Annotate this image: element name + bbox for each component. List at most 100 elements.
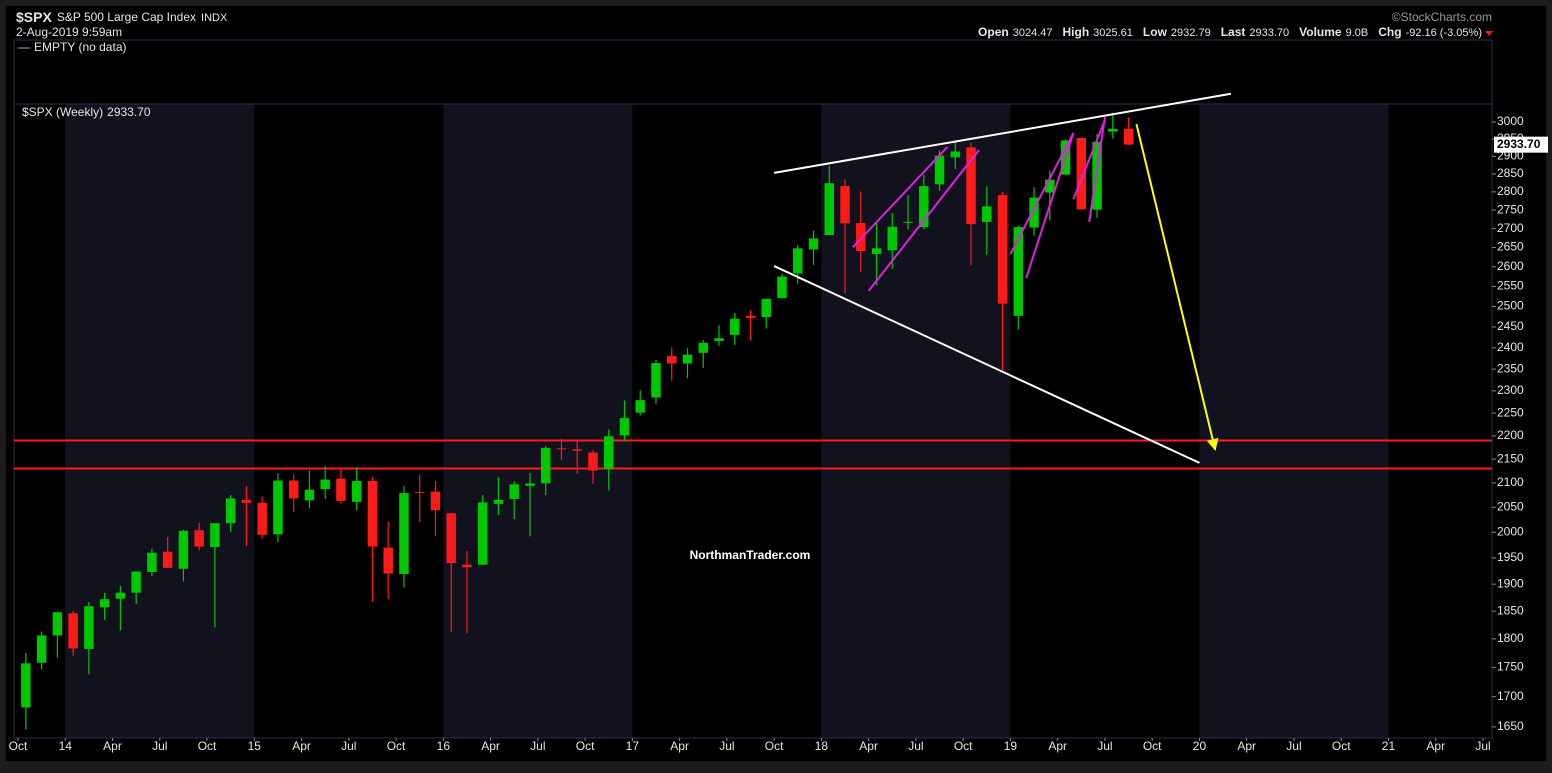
- candle-body: [824, 183, 834, 236]
- candle-body: [351, 480, 362, 502]
- x-tick-label: 16: [437, 739, 451, 753]
- x-tick-label: Oct: [387, 739, 406, 753]
- plot: 1650 1700 1750 1800 1850 1900 1950 2000 2050 2100…: [9, 92, 1548, 753]
- candle-body: [871, 248, 882, 255]
- series-last: 2933.70: [107, 105, 151, 119]
- y-tick-label: 1800: [1497, 631, 1524, 645]
- candle-body: [399, 493, 409, 575]
- x-tick-label: Jul: [341, 739, 356, 753]
- candle-body: [99, 599, 110, 608]
- candle-body: [1108, 128, 1118, 132]
- x-tick-label: Apr: [1048, 739, 1067, 753]
- x-tick-label: 18: [815, 739, 829, 753]
- y-tick-label: 2050: [1497, 499, 1524, 513]
- quote-value: 2932.79: [1171, 27, 1211, 39]
- quote-label: Chg: [1378, 25, 1401, 39]
- candle-body: [1076, 138, 1087, 210]
- y-tick-label: 2750: [1497, 202, 1524, 216]
- candle-body: [21, 663, 31, 708]
- candle-body: [793, 248, 803, 274]
- candle-body: [178, 530, 189, 569]
- y-tick-label: 2200: [1497, 428, 1524, 442]
- symbol: $SPX: [16, 9, 52, 25]
- candle-body: [477, 502, 488, 565]
- candle-body: [950, 151, 961, 158]
- year-shade: [65, 104, 255, 738]
- candle-body: [840, 186, 850, 224]
- y-tick-label: 2000: [1497, 524, 1524, 538]
- trendline: [1072, 119, 1106, 200]
- quote-value: 3025.61: [1093, 27, 1133, 39]
- quote-label: Volume: [1299, 25, 1342, 39]
- x-tick-label: Apr: [1426, 739, 1445, 753]
- x-tick-label: Oct: [1143, 739, 1162, 753]
- candle-body: [383, 547, 393, 574]
- x-tick-label: Apr: [1237, 739, 1256, 753]
- candle-body: [225, 498, 236, 524]
- candle-body: [966, 147, 976, 225]
- y-tick-label: 1900: [1497, 576, 1524, 590]
- candle-body: [1045, 179, 1055, 193]
- source: ©StockCharts.com: [1392, 10, 1492, 24]
- candle-body: [52, 612, 63, 636]
- candle-body: [604, 436, 614, 470]
- x-tick-label: Apr: [103, 739, 122, 753]
- y-tick-label: 2500: [1497, 299, 1524, 313]
- y-tick-label: 2250: [1497, 405, 1524, 419]
- y-tick-label: 1700: [1497, 689, 1524, 703]
- down-triangle: [1485, 31, 1493, 36]
- y-tick-label: 2850: [1497, 166, 1524, 180]
- candle-body: [982, 206, 992, 222]
- y-tick-label: 2650: [1497, 240, 1524, 254]
- x-tick-label: 14: [59, 739, 73, 753]
- candle-body: [36, 635, 47, 663]
- x-tick-label: Jul: [908, 739, 923, 753]
- candle-body: [745, 315, 756, 318]
- candle-body: [84, 606, 94, 650]
- x-tick-label: Jul: [1097, 739, 1112, 753]
- trendline: [1088, 116, 1106, 223]
- year-shade: [1199, 104, 1389, 738]
- arrow: [1135, 123, 1219, 451]
- candle-body: [367, 480, 378, 547]
- quote-label: High: [1062, 25, 1089, 39]
- candle-body: [115, 592, 126, 599]
- y-tick-label: 2800: [1497, 184, 1524, 198]
- candle-body: [446, 513, 456, 564]
- candle-body: [887, 226, 897, 251]
- price-tag: [1494, 136, 1548, 153]
- candle-body: [131, 571, 141, 593]
- x-tick-label: Apr: [859, 739, 878, 753]
- candle-body: [430, 491, 441, 511]
- price-tag-label: 2933.70: [1497, 137, 1541, 151]
- x-tick-label: Jul: [1286, 739, 1301, 753]
- quote-label: Low: [1143, 25, 1168, 39]
- x-tick-label: Jul: [530, 739, 545, 753]
- quote-label: Last: [1221, 25, 1246, 39]
- candle-body: [588, 452, 598, 471]
- candle-body: [273, 480, 283, 535]
- candle-body: [462, 564, 472, 568]
- y-tick-label: 2400: [1497, 340, 1524, 354]
- x-tick-label: Apr: [292, 739, 311, 753]
- x-tick-label: Jul: [1475, 739, 1490, 753]
- candle-body: [1029, 197, 1039, 228]
- quote-value: 9.0B: [1346, 27, 1369, 39]
- x-tick-label: Oct: [765, 739, 784, 753]
- quote-label: Open: [978, 25, 1009, 39]
- candle-body: [682, 354, 693, 364]
- y-tick-label: 2150: [1497, 451, 1524, 465]
- trendline: [773, 92, 1232, 174]
- candle-body: [257, 502, 267, 535]
- year-shade: [821, 104, 1011, 738]
- candle-body: [68, 613, 78, 649]
- quote-value: -92.16 (-3.05%): [1406, 27, 1482, 39]
- x-tick-label: 21: [1382, 739, 1396, 753]
- quote-line: Open 3024.47 High 3025.61 Low 2932.79 Last 2933…: [978, 25, 1482, 39]
- x-tick-label: Oct: [954, 739, 973, 753]
- candle-body: [241, 499, 252, 503]
- y-tick-label: 2600: [1497, 259, 1524, 273]
- candle-body: [304, 489, 315, 501]
